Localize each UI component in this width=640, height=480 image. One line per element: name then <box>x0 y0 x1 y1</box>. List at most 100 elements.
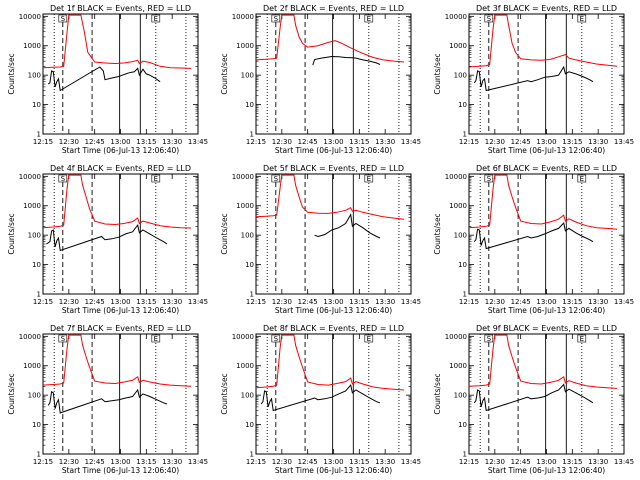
marker-flag-label: E <box>580 175 584 183</box>
x-axis-label: Start Time (06-Jul-13 12:06:40) <box>275 146 392 155</box>
x-tick-label: 12:30 <box>485 138 505 146</box>
events-series-line <box>260 384 381 412</box>
y-tick-label: 1 <box>463 131 467 139</box>
x-tick-label: 13:30 <box>162 458 182 466</box>
x-tick-label: 13:30 <box>375 138 395 146</box>
panel-det-5: Det 5f BLACK = Events, RED = LLD 1 10 100 10… <box>220 164 421 315</box>
y-tick-label: 1000 <box>236 202 254 210</box>
y-tick-label: 10000 <box>19 173 41 181</box>
lld-series-line <box>43 174 192 229</box>
y-tick-label: 10 <box>458 421 467 429</box>
events-series-line <box>473 65 594 92</box>
x-tick-label: 12:30 <box>59 138 79 146</box>
x-tick-label: 12:45 <box>298 298 318 306</box>
marker-flag-label: S <box>61 335 66 343</box>
panel-det-2: Det 2f BLACK = Events, RED = LLD 1 10 100 10… <box>220 4 421 155</box>
marker-flag <box>577 14 587 23</box>
plot-frame <box>42 13 199 135</box>
events-series-line <box>312 55 381 66</box>
marker-flag <box>58 14 68 23</box>
y-tick-label: 1000 <box>449 202 467 210</box>
x-tick-label: 13:45 <box>614 458 634 466</box>
x-tick-label: 13:45 <box>614 298 634 306</box>
panel-title: Det 4f BLACK = Events, RED = LLD <box>50 164 191 173</box>
y-tick-label: 100 <box>454 72 467 80</box>
marker-flag <box>364 334 374 343</box>
panel-title: Det 6f BLACK = Events, RED = LLD <box>476 164 617 173</box>
panel-det-8: Det 8f BLACK = Events, RED = LLD 1 10 100 10… <box>220 324 421 475</box>
marker-flag-label: E <box>580 15 584 23</box>
y-tick-label: 1000 <box>23 42 41 50</box>
y-tick-label: 1 <box>463 291 467 299</box>
x-tick-label: 12:30 <box>272 138 292 146</box>
x-tick-label: 13:15 <box>136 138 156 146</box>
x-tick-label: 12:45 <box>85 138 105 146</box>
x-axis-label: Start Time (06-Jul-13 12:06:40) <box>62 466 179 475</box>
y-tick-label: 100 <box>241 232 254 240</box>
x-tick-label: 12:45 <box>298 458 318 466</box>
x-tick-label: 13:15 <box>136 458 156 466</box>
panel-title: Det 2f BLACK = Events, RED = LLD <box>263 4 404 13</box>
panel-det-9: Det 9f BLACK = Events, RED = LLD 1 10 100 10… <box>433 324 634 475</box>
y-tick-label: 100 <box>241 72 254 80</box>
x-tick-label: 12:30 <box>59 458 79 466</box>
y-axis-label: Counts/sec <box>7 373 16 414</box>
x-tick-label: 12:15 <box>246 298 266 306</box>
events-series-line <box>47 66 161 92</box>
x-axis-label: Start Time (06-Jul-13 12:06:40) <box>488 146 605 155</box>
marker-flag-label: S <box>61 175 66 183</box>
x-tick-label: 13:00 <box>323 138 343 146</box>
x-tick-label: 13:00 <box>323 298 343 306</box>
x-tick-label: 13:15 <box>349 458 369 466</box>
y-tick-label: 10 <box>458 101 467 109</box>
x-tick-label: 13:15 <box>562 458 582 466</box>
y-tick-label: 1000 <box>23 202 41 210</box>
x-axis-label: Start Time (06-Jul-13 12:06:40) <box>62 146 179 155</box>
marker-flag-label: S <box>61 15 66 23</box>
x-tick-label: 13:00 <box>110 138 130 146</box>
x-tick-label: 13:45 <box>401 458 421 466</box>
y-tick-label: 10 <box>32 421 41 429</box>
y-tick-label: 10000 <box>19 333 41 341</box>
y-axis-label: Counts/sec <box>433 213 442 254</box>
y-axis-label: Counts/sec <box>7 53 16 94</box>
x-tick-label: 13:15 <box>136 298 156 306</box>
y-tick-label: 100 <box>28 72 41 80</box>
x-tick-label: 12:30 <box>485 298 505 306</box>
y-tick-label: 10000 <box>445 333 467 341</box>
x-tick-label: 13:00 <box>323 458 343 466</box>
x-tick-label: 13:15 <box>562 298 582 306</box>
marker-flag <box>364 174 374 183</box>
panel-title: Det 8f BLACK = Events, RED = LLD <box>263 324 404 333</box>
lld-series-line <box>256 334 405 391</box>
x-tick-label: 13:30 <box>162 138 182 146</box>
marker-flag-label: E <box>367 15 371 23</box>
marker-flag <box>271 14 281 23</box>
x-tick-label: 13:00 <box>536 298 556 306</box>
x-tick-label: 12:45 <box>511 298 531 306</box>
marker-flag <box>271 334 281 343</box>
y-tick-label: 10 <box>32 101 41 109</box>
panel-title: Det 5f BLACK = Events, RED = LLD <box>263 164 404 173</box>
x-tick-label: 13:30 <box>162 298 182 306</box>
panel-det-6: Det 6f BLACK = Events, RED = LLD 1 10 100 10… <box>433 164 634 315</box>
y-tick-label: 1000 <box>449 42 467 50</box>
lld-series-line <box>469 14 618 68</box>
y-axis-label: Counts/sec <box>220 213 229 254</box>
y-tick-label: 100 <box>454 392 467 400</box>
panel-det-7: Det 7f BLACK = Events, RED = LLD 1 10 100 10… <box>7 324 208 475</box>
marker-flag-label: S <box>487 175 492 183</box>
marker-flag-label: E <box>154 335 158 343</box>
y-tick-label: 10000 <box>232 13 254 21</box>
x-tick-label: 13:45 <box>188 298 208 306</box>
x-tick-label: 12:45 <box>511 138 531 146</box>
x-tick-label: 13:15 <box>349 298 369 306</box>
x-tick-label: 13:15 <box>349 138 369 146</box>
panel-title: Det 7f BLACK = Events, RED = LLD <box>50 324 191 333</box>
y-tick-label: 1 <box>250 451 254 459</box>
y-tick-label: 1 <box>250 131 254 139</box>
x-tick-label: 13:00 <box>110 458 130 466</box>
marker-flag-label: S <box>274 15 279 23</box>
x-tick-label: 12:15 <box>459 298 479 306</box>
